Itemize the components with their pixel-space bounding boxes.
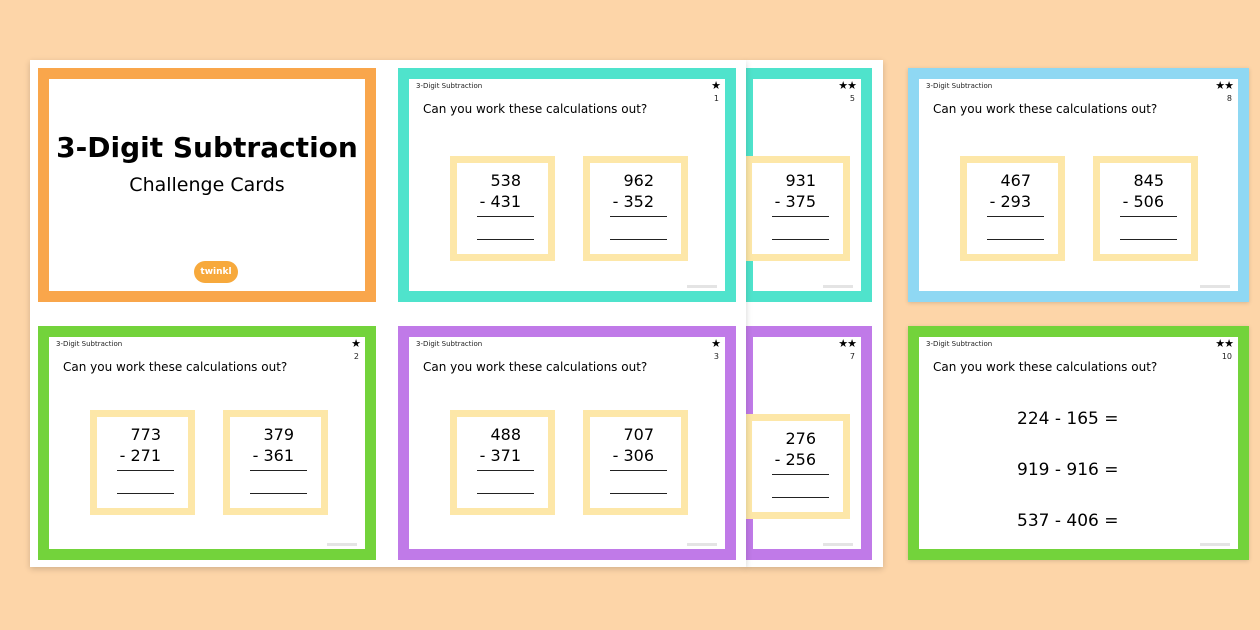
answer-line — [772, 216, 829, 217]
subtrahend: - 271 — [119, 446, 161, 465]
card-1: 3-Digit Subtraction ★ 1 Can you work the… — [398, 68, 736, 302]
answer-line — [610, 239, 667, 240]
answer-line — [117, 493, 174, 494]
star-icon: ★ — [711, 79, 721, 92]
subtrahend: - 256 — [774, 450, 816, 469]
card-2: 3-Digit Subtraction ★ 2 Can you work the… — [38, 326, 376, 560]
subtrahend: - 306 — [612, 446, 654, 465]
card-number: 1 — [713, 94, 719, 103]
subtrahend: - 371 — [479, 446, 521, 465]
answer-line — [987, 239, 1044, 240]
footer-mark — [823, 543, 853, 546]
answer-line — [1120, 239, 1177, 240]
card-number: 2 — [353, 352, 359, 361]
answer-line — [772, 239, 829, 240]
minuend: 379 — [263, 425, 294, 444]
answer-line — [477, 239, 534, 240]
minuend: 845 — [1133, 171, 1164, 190]
card-number: 10 — [1221, 352, 1232, 361]
calc-box: 931 - 375 — [745, 156, 850, 261]
answer-line — [1120, 216, 1177, 217]
footer-mark — [327, 543, 357, 546]
star-icon: ★★ — [838, 337, 857, 350]
card-number: 8 — [1226, 94, 1232, 103]
minuend: 467 — [1000, 171, 1031, 190]
calc-box: 538 - 431 — [450, 156, 555, 261]
subtrahend: - 431 — [479, 192, 521, 211]
footer-mark — [823, 285, 853, 288]
subtrahend: - 375 — [774, 192, 816, 211]
subtrahend: - 352 — [612, 192, 654, 211]
card-header-label: 3-Digit Subtraction — [926, 340, 993, 348]
minuend: 773 — [130, 425, 161, 444]
question: Can you work these calculations out? — [423, 360, 648, 374]
card-header-label: 3-Digit Subtraction — [416, 82, 483, 90]
equation-2: 919 - 916 = — [1017, 460, 1119, 480]
question: Can you work these calculations out? — [933, 102, 1158, 116]
star-icon: ★ — [351, 337, 361, 350]
calc-box: 773 - 271 — [90, 410, 195, 515]
minuend: 276 — [785, 429, 816, 448]
star-icon: ★★ — [1215, 79, 1234, 92]
calc-box: 488 - 371 — [450, 410, 555, 515]
subtitle: Challenge Cards — [129, 174, 285, 196]
footer-mark — [687, 285, 717, 288]
calc-box: 845 - 506 — [1093, 156, 1198, 261]
footer-mark — [687, 543, 717, 546]
calc-box: 707 - 306 — [583, 410, 688, 515]
card-number: 7 — [849, 352, 855, 361]
star-icon: ★★ — [838, 79, 857, 92]
minuend: 962 — [623, 171, 654, 190]
answer-line — [987, 216, 1044, 217]
answer-line — [117, 470, 174, 471]
card-header-label: 3-Digit Subtraction — [926, 82, 993, 90]
card-3: 3-Digit Subtraction ★ 3 Can you work the… — [398, 326, 736, 560]
subtrahend: - 361 — [252, 446, 294, 465]
subtrahend: - 506 — [1122, 192, 1164, 211]
question: Can you work these calculations out? — [933, 360, 1158, 374]
answer-line — [477, 493, 534, 494]
card-8: 3-Digit Subtraction ★★ 8 Can you work th… — [908, 68, 1249, 302]
title: 3-Digit Subtraction — [56, 131, 358, 164]
question: Can you work these calculations out? — [423, 102, 648, 116]
minuend: 488 — [490, 425, 521, 444]
calc-box: 276 - 256 — [745, 414, 850, 519]
card-header-label: 3-Digit Subtraction — [416, 340, 483, 348]
minuend: 707 — [623, 425, 654, 444]
card-number: 5 — [849, 94, 855, 103]
card-header-label: 3-Digit Subtraction — [56, 340, 123, 348]
calc-box: 962 - 352 — [583, 156, 688, 261]
minuend: 931 — [785, 171, 816, 190]
equation-3: 537 - 406 = — [1017, 511, 1119, 531]
calc-box: 467 - 293 — [960, 156, 1065, 261]
question: Can you work these calculations out? — [63, 360, 288, 374]
twinkl-logo: twinkl — [194, 261, 238, 283]
answer-line — [772, 474, 829, 475]
answer-line — [772, 497, 829, 498]
answer-line — [610, 470, 667, 471]
answer-line — [610, 216, 667, 217]
answer-line — [477, 470, 534, 471]
star-icon: ★★ — [1215, 337, 1234, 350]
footer-mark — [1200, 543, 1230, 546]
answer-line — [250, 493, 307, 494]
card-number: 3 — [713, 352, 719, 361]
answer-line — [610, 493, 667, 494]
footer-mark — [1200, 285, 1230, 288]
answer-line — [250, 470, 307, 471]
minuend: 538 — [490, 171, 521, 190]
answer-line — [477, 216, 534, 217]
card-5: ★★ 5 931 - 375 — [742, 68, 872, 302]
star-icon: ★ — [711, 337, 721, 350]
title-card: 3-Digit Subtraction Challenge Cards twin… — [38, 68, 376, 302]
equation-1: 224 - 165 = — [1017, 409, 1119, 429]
card-10: 3-Digit Subtraction ★★ 10 Can you work t… — [908, 326, 1249, 560]
card-7: ★★ 7 276 - 256 — [742, 326, 872, 560]
calc-box: 379 - 361 — [223, 410, 328, 515]
subtrahend: - 293 — [989, 192, 1031, 211]
